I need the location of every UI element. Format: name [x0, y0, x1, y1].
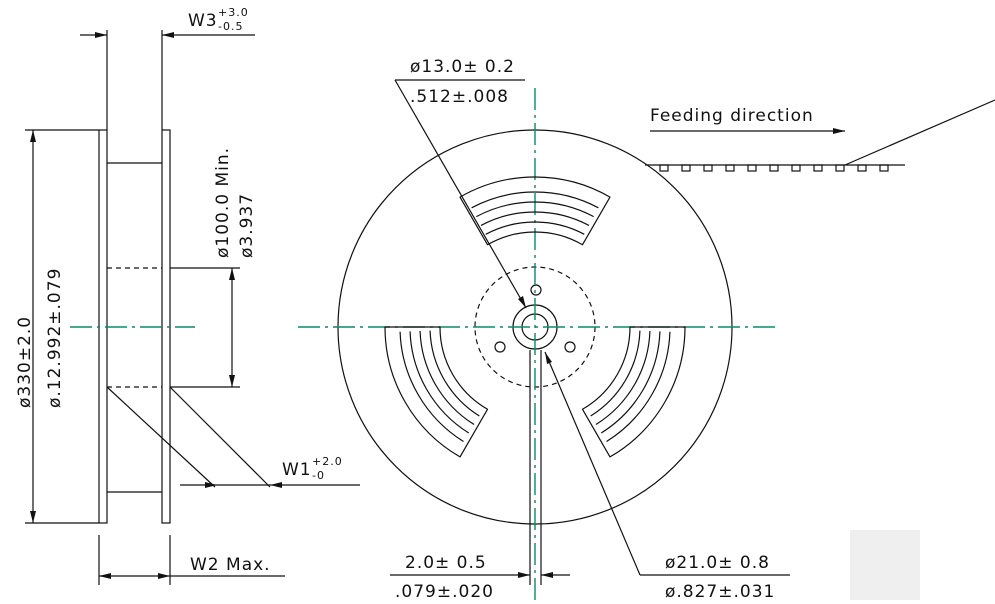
arbor-inch: .512±.008 [410, 87, 509, 107]
watermark [850, 530, 920, 600]
side-view: W3 +3.0 -0.5 ø100.0 Min. ø3.937 ø330±2.0… [15, 6, 360, 585]
window-rib [601, 331, 660, 433]
ring-metric: ø21.0± 0.8 [665, 553, 770, 573]
reel-metric: ø330±2.0 [15, 316, 35, 408]
tape-pocket [814, 165, 822, 171]
w3-minus: -0.5 [218, 20, 243, 33]
slot-metric: 2.0± 0.5 [405, 553, 487, 573]
reel-window [385, 327, 488, 457]
tape-pocket [748, 165, 756, 171]
drawing: W3 +3.0 -0.5 ø100.0 Min. ø3.937 ø330±2.0… [0, 0, 995, 604]
tape-pocket [792, 165, 800, 171]
front-view: ø13.0± 0.2 .512±.008 Feeding direction 2… [298, 57, 995, 602]
w1-plus: +2.0 [312, 455, 343, 468]
w3: W3 [188, 11, 218, 31]
w2: W2 Max. [190, 555, 271, 575]
arbor-metric: ø13.0± 0.2 [410, 57, 515, 77]
tape-pocket [726, 165, 734, 171]
w1: W1 [282, 460, 312, 480]
w3-plus: +3.0 [218, 6, 249, 19]
ring-inch: ø.827±.031 [665, 582, 775, 602]
reel-inch: ø.12.992±.079 [45, 268, 65, 408]
feeding-direction: Feeding direction [650, 106, 814, 126]
reel-window [583, 327, 686, 457]
hub-metric: ø100.0 Min. [213, 147, 233, 258]
hub-inch: ø3.937 [237, 193, 257, 258]
tape-pocket [660, 165, 668, 171]
tape-pocket [836, 165, 844, 171]
window-rib [591, 331, 640, 416]
tape-pocket [682, 165, 690, 171]
tape-pocket [880, 165, 888, 171]
tape-pocket [770, 165, 778, 171]
w1-minus: -0 [312, 469, 325, 482]
tape-pocket [704, 165, 712, 171]
tape-pocket [858, 165, 866, 171]
window-rib [430, 331, 479, 416]
window-rib [410, 331, 469, 433]
slot-inch: .079±.020 [395, 582, 494, 602]
